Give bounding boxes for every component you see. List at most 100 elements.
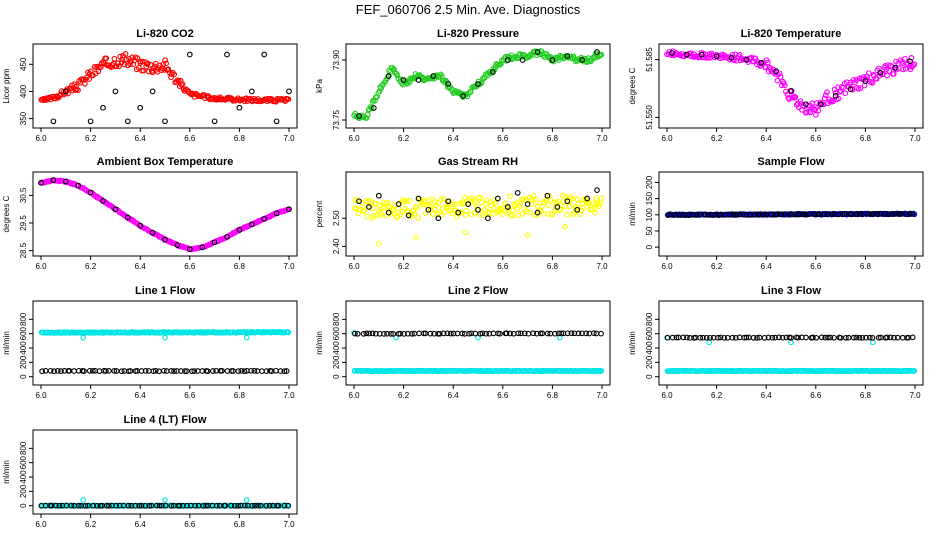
- x-tick-label: 6.4: [761, 134, 773, 143]
- data-point: [732, 211, 739, 218]
- panel-title: Li-820 Pressure: [437, 28, 519, 40]
- data-point: [281, 502, 288, 509]
- data-point: [827, 334, 834, 341]
- y-tick-label: 200: [645, 355, 654, 369]
- y-tick-label: 28.5: [19, 242, 28, 258]
- data-point: [415, 214, 422, 221]
- data-point: [459, 330, 465, 337]
- data-point: [80, 334, 87, 341]
- data-point: [532, 196, 539, 203]
- data-point: [900, 66, 906, 73]
- data-point: [115, 60, 121, 67]
- data-point: [566, 203, 573, 210]
- data-point: [391, 66, 397, 73]
- data-point: [513, 199, 520, 206]
- data-point: [236, 227, 243, 233]
- data-point: [162, 502, 169, 509]
- data-point: [266, 502, 273, 509]
- data-point: [669, 334, 676, 341]
- chart-panel: Line 4 (LT) Flow ml/min 6.0 6.2 6.4 6.6 6.8 7.0…: [2, 414, 298, 529]
- data-point: [859, 211, 865, 218]
- x-tick-label: 6.0: [35, 134, 47, 143]
- x-tick-label: 6.4: [761, 391, 773, 400]
- y-axis-label: ml/min: [628, 331, 637, 355]
- data-point: [856, 334, 863, 341]
- data-point: [524, 232, 531, 238]
- data-point: [127, 61, 133, 67]
- data-point: [406, 197, 413, 204]
- data-point: [168, 71, 175, 77]
- y-tick-label: 0: [645, 374, 654, 379]
- plot-frame: [658, 171, 924, 257]
- data-point: [416, 330, 422, 337]
- y-tick-label: 29.5: [19, 215, 28, 231]
- y-tick-label: 400: [19, 341, 28, 355]
- data-point: [366, 330, 372, 337]
- data-point: [241, 368, 248, 374]
- data-point: [862, 78, 869, 84]
- data-point: [763, 211, 770, 218]
- x-tick-label: 6.6: [497, 134, 509, 143]
- y-tick-label: 200: [19, 484, 28, 498]
- data-point: [483, 330, 489, 337]
- data-point: [706, 339, 713, 346]
- data-point: [50, 118, 57, 125]
- x-tick-label: 6.4: [135, 134, 147, 143]
- x-tick-label: 6.4: [448, 391, 460, 400]
- y-tick-label: 400: [19, 470, 28, 484]
- data-point: [516, 203, 523, 209]
- data-point: [168, 368, 175, 374]
- data-point: [832, 93, 839, 99]
- data-point: [58, 368, 64, 374]
- data-point: [357, 207, 364, 213]
- y-tick-label: 600: [19, 326, 28, 340]
- data-point: [171, 368, 177, 374]
- data-point: [136, 502, 143, 509]
- data-point: [174, 77, 181, 84]
- data-point: [113, 63, 120, 69]
- plot-frame: [32, 171, 298, 257]
- y-tick-label: 400: [332, 341, 341, 355]
- data-point: [50, 177, 57, 183]
- x-tick-label: 6.2: [85, 262, 97, 271]
- data-point: [502, 200, 508, 207]
- data-point: [113, 502, 119, 509]
- data-point: [243, 497, 250, 503]
- y-tick-label: 0: [332, 374, 341, 379]
- data-point: [491, 197, 498, 203]
- data-point: [779, 334, 786, 341]
- data-point: [409, 330, 415, 337]
- data-point: [168, 74, 174, 81]
- data-point: [161, 367, 167, 374]
- y-axis-label: ml/min: [2, 331, 11, 355]
- data-point: [848, 211, 855, 218]
- x-tick-label: 6.8: [547, 262, 559, 271]
- data-point: [803, 101, 809, 108]
- panels-container: Li-820 CO2 Licor ppm 6.0 6.2 6.4 6.6 6.8 7.0 350…: [2, 28, 924, 529]
- data-point: [803, 334, 809, 341]
- x-tick-label: 6.8: [860, 262, 872, 271]
- data-point: [729, 334, 736, 341]
- data-point: [889, 211, 896, 217]
- data-point: [743, 56, 750, 63]
- data-point: [814, 211, 821, 217]
- data-point: [356, 113, 362, 119]
- data-point: [503, 330, 510, 337]
- x-tick-label: 6.8: [234, 391, 246, 400]
- data-point: [150, 368, 157, 374]
- y-axis-label: ml/min: [2, 460, 11, 484]
- data-point: [238, 368, 245, 374]
- data-point: [564, 330, 571, 337]
- data-point: [521, 330, 528, 337]
- data-point: [693, 212, 700, 218]
- data-point: [146, 502, 153, 509]
- data-point: [182, 368, 188, 374]
- data-point: [52, 502, 59, 509]
- data-point: [810, 334, 816, 341]
- data-point: [118, 368, 125, 375]
- data-point: [665, 211, 672, 218]
- data-point: [186, 51, 193, 58]
- data-point: [248, 367, 254, 374]
- data-point: [479, 330, 486, 337]
